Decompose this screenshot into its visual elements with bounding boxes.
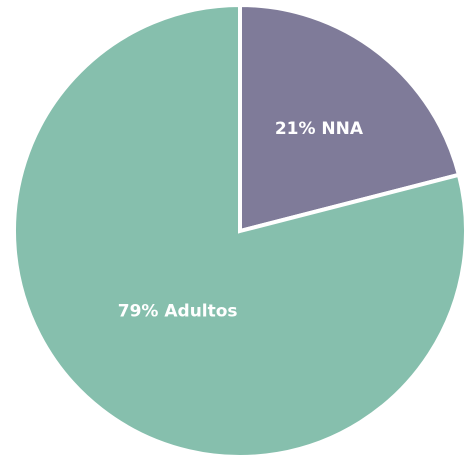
pie-slice [238,2,462,234]
pie-slice [12,2,468,457]
slice-label: 79% Adultos [118,301,238,321]
slice-label: 21% NNA [275,119,364,139]
